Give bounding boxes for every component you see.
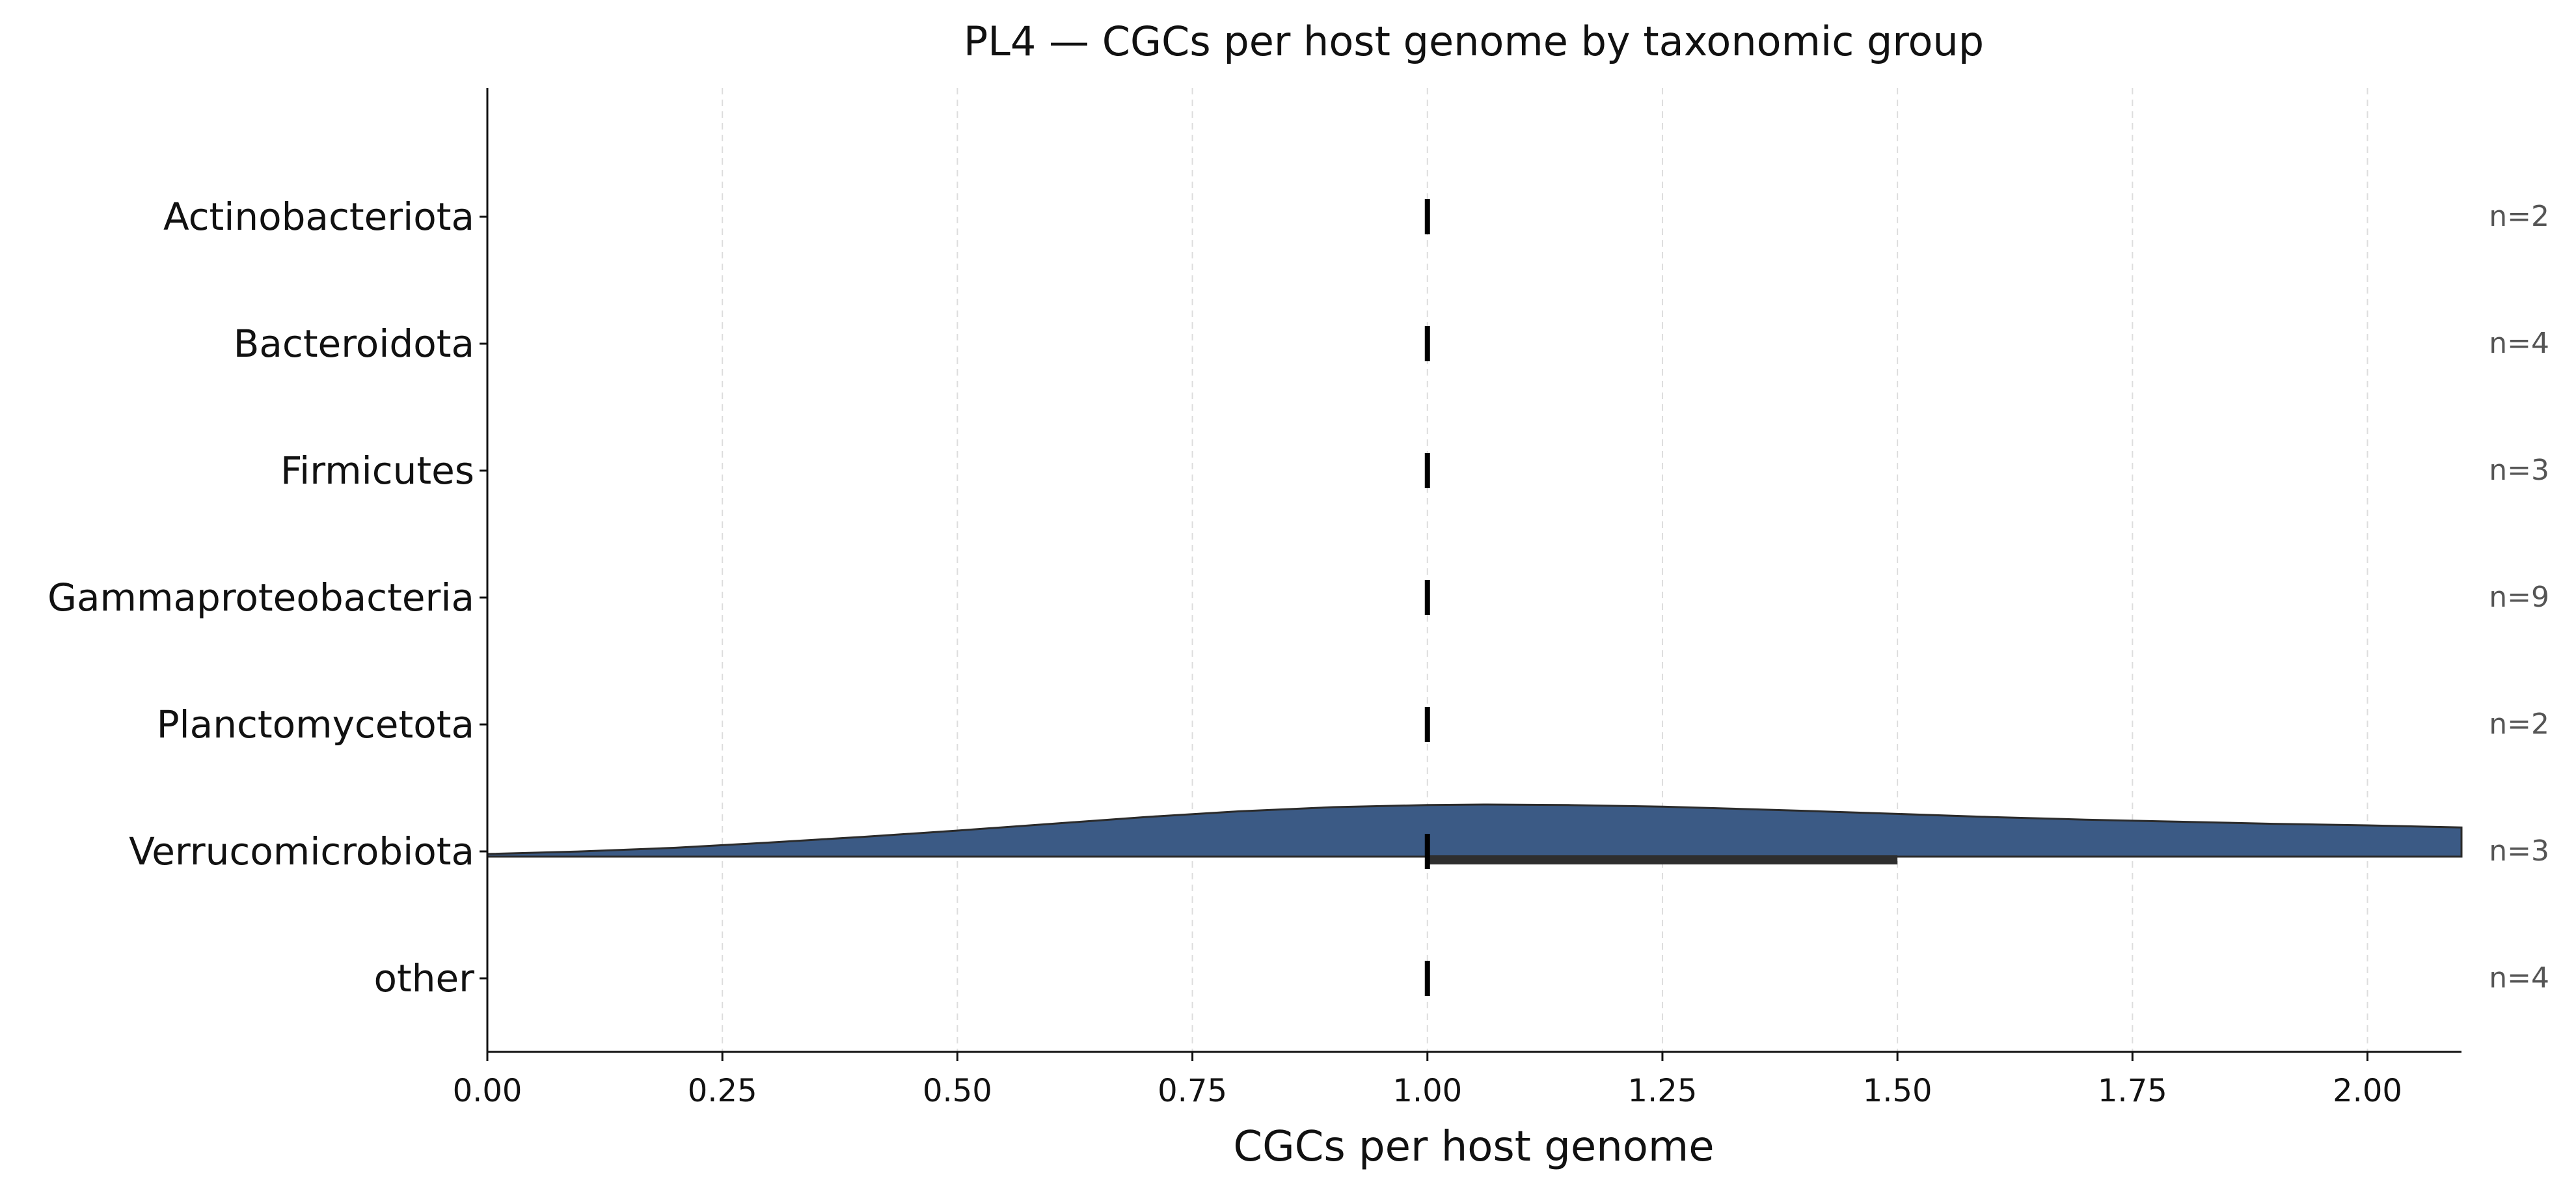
n-label: n=3: [2489, 454, 2549, 487]
x-tick-label: 1.50: [1863, 1073, 1932, 1109]
category-label: Firmicutes: [280, 448, 474, 493]
category-label: Planctomycetota: [157, 702, 474, 747]
box-layer: [1424, 199, 1898, 996]
x-tick-label: 0.75: [1158, 1073, 1227, 1109]
n-label: n=4: [2489, 961, 2549, 995]
n-label: n=9: [2489, 581, 2549, 614]
x-tick-label: 0.25: [688, 1073, 757, 1109]
grid-lines: [722, 88, 2368, 1052]
category-labels: Actinobacteriota Bacteroidota Firmicutes Ga…: [47, 195, 474, 1000]
n-label: n=3: [2489, 834, 2549, 868]
n-label: n=4: [2489, 327, 2549, 360]
axes: [480, 88, 2461, 1061]
density-layer: [486, 803, 2463, 858]
x-tick-label: 2.00: [2333, 1073, 2402, 1109]
x-tick-label: 1.25: [1628, 1073, 1698, 1109]
category-label: Bacteroidota: [234, 322, 474, 366]
n-label: n=2: [2489, 708, 2549, 741]
x-axis-label: CGCs per host genome: [1233, 1123, 1714, 1171]
category-label: Actinobacteriota: [163, 195, 474, 239]
category-label: other: [373, 956, 474, 1000]
x-tick-label: 1.00: [1392, 1073, 1462, 1109]
n-labels: n=2 n=4 n=3 n=9 n=2 n=3 n=4: [2489, 200, 2549, 995]
x-tick-labels: 0.00 0.25 0.50 0.75 1.00 1.25 1.50 1.75 2.00: [453, 1073, 2402, 1109]
iqr-bar: [1427, 855, 1898, 864]
category-label: Gammaproteobacteria: [47, 575, 474, 620]
n-label: n=2: [2489, 200, 2549, 233]
x-tick-label: 0.50: [923, 1073, 992, 1109]
x-tick-label: 0.00: [453, 1073, 522, 1109]
x-tick-label: 1.75: [2098, 1073, 2167, 1109]
category-label: Verrucomicrobiota: [129, 829, 474, 874]
chart-title: PL4 — CGCs per host genome by taxonomic …: [964, 18, 1984, 65]
density-verrucomicrobiota: [486, 803, 2463, 858]
